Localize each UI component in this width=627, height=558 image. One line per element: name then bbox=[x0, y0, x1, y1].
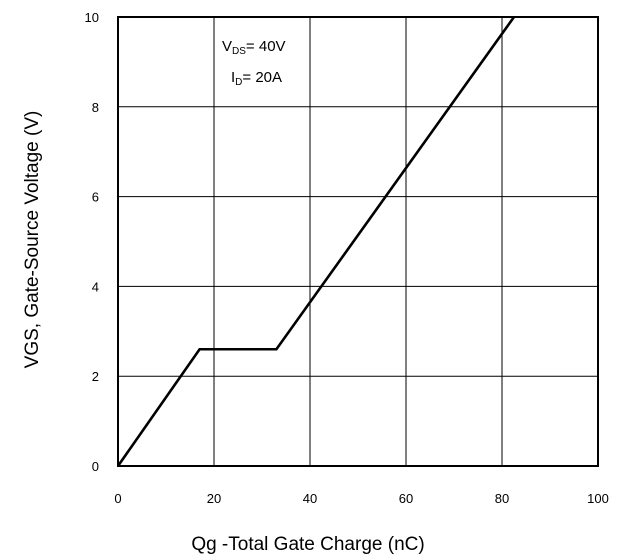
x-tick-labels: 0 20 40 60 80 100 bbox=[114, 491, 608, 506]
series-layer bbox=[116, 16, 516, 467]
y-tick-labels: 0 2 4 6 8 10 bbox=[85, 10, 99, 474]
y-tick-label: 2 bbox=[92, 369, 99, 384]
y-tick-label: 8 bbox=[92, 100, 99, 115]
x-tick-label: 40 bbox=[303, 491, 317, 506]
x-tick-label: 80 bbox=[495, 491, 509, 506]
x-tick-label: 0 bbox=[114, 491, 121, 506]
x-tick-label: 60 bbox=[399, 491, 413, 506]
annotation-vds: VDS= 40V bbox=[222, 38, 286, 57]
y-tick-label: 4 bbox=[92, 279, 99, 294]
y-tick-label: 10 bbox=[85, 10, 99, 25]
plot-frame bbox=[117, 16, 599, 467]
grid-lines bbox=[118, 17, 598, 466]
y-tick-label: 0 bbox=[92, 459, 99, 474]
x-tick-label: 100 bbox=[587, 491, 609, 506]
annotation-id: ID= 20A bbox=[231, 69, 282, 88]
series-line bbox=[116, 16, 516, 467]
x-tick-label: 20 bbox=[207, 491, 221, 506]
y-tick-label: 6 bbox=[92, 190, 99, 205]
y-axis-label: VGS, Gate-Source Voltage (V) bbox=[22, 111, 43, 369]
x-axis-label: Qg -Total Gate Charge (nC) bbox=[191, 534, 424, 555]
